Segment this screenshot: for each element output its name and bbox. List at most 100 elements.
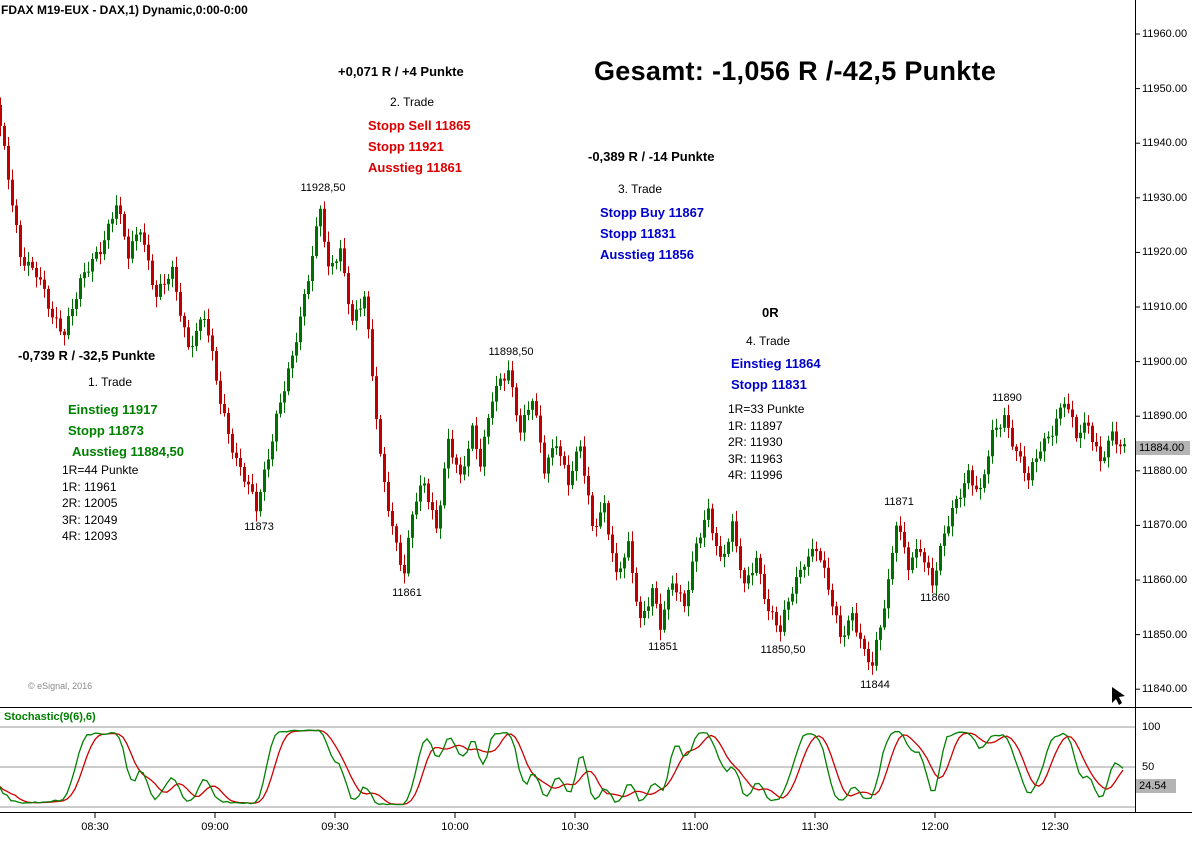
candle-body: [927, 562, 930, 568]
candle-body: [567, 464, 570, 486]
candle-body: [167, 278, 170, 285]
last-price-badge: 11884.00: [1136, 440, 1190, 455]
candle-body: [207, 319, 210, 336]
candle-body: [959, 497, 962, 499]
time-axis-label: 10:00: [441, 821, 469, 833]
candle-body: [1075, 417, 1078, 439]
candle-body: [195, 330, 198, 347]
candle-body: [763, 573, 766, 599]
candle-body: [335, 261, 338, 263]
candle-body: [759, 557, 762, 574]
candle-body: [211, 335, 214, 351]
candle-body: [483, 436, 486, 467]
candle-body: [443, 468, 446, 506]
trade1-annotation: -0,739 R / -32,5 Punkte 1. Trade Einstie…: [18, 348, 184, 545]
candle-body: [611, 534, 614, 554]
candle-body: [27, 261, 30, 266]
candle-body: [743, 570, 746, 584]
time-axis-label: 09:00: [201, 821, 229, 833]
candle-body: [775, 612, 778, 626]
candle-body: [595, 526, 598, 527]
candle-body: [599, 512, 602, 527]
candle-body: [75, 299, 78, 309]
candle-body: [107, 223, 110, 241]
candle-body: [719, 546, 722, 557]
trade4-r-line: 3R: 11963: [728, 451, 783, 466]
candle-body: [1051, 435, 1054, 437]
candle-body: [687, 590, 690, 607]
candle-body: [547, 457, 550, 474]
price-axis-tick-label: 11950.00: [1142, 82, 1188, 95]
candle-body: [311, 256, 314, 281]
time-axis[interactable]: 08:30 09:00 09:30 10:00 10:30 11:00 11:30 12:00…: [0, 813, 1135, 842]
candle-body: [1059, 407, 1062, 419]
candle-body: [707, 508, 710, 520]
price-axis-tick-label: 11930.00: [1142, 191, 1188, 204]
candle-body: [231, 433, 234, 453]
candle-body: [827, 567, 830, 590]
candle-body: [591, 495, 594, 526]
candle-body: [39, 277, 42, 280]
trade1-result: -0,739 R / -32,5 Punkte: [18, 348, 156, 363]
candle-body: [879, 627, 882, 640]
time-axis-label: 10:30: [561, 821, 589, 833]
candle-body: [679, 592, 682, 594]
candle-body: [63, 331, 66, 336]
candle-body: [803, 566, 806, 570]
candle-body: [667, 589, 670, 610]
candle-body: [899, 525, 902, 532]
candle-body: [887, 579, 890, 609]
candle-body: [695, 543, 698, 562]
candle-body: [111, 218, 114, 224]
candle-body: [71, 309, 74, 317]
candle-body: [1107, 440, 1110, 458]
candle-body: [891, 552, 894, 580]
candle-body: [699, 537, 702, 544]
trade1-r-line: 2R: 12005: [62, 496, 118, 510]
candle-body: [391, 511, 394, 527]
candle-body: [999, 427, 1002, 429]
candle-body: [571, 471, 574, 486]
candle-body: [363, 296, 366, 309]
price-axis[interactable]: 11960.00 11950.00 11940.00 11930.00 11920.00…: [1136, 0, 1192, 812]
candle-body: [807, 556, 810, 567]
stochastic-d-line: [0, 729, 1124, 806]
candle-body: [651, 588, 654, 607]
candle-body: [831, 589, 834, 607]
candle-body: [19, 225, 22, 258]
candle-body: [291, 355, 294, 369]
candle-body: [139, 232, 142, 235]
candle-body: [983, 474, 986, 488]
candle-body: [731, 521, 734, 542]
candle-body: [59, 318, 62, 332]
stochastic-k-line: [0, 729, 1124, 806]
candle-body: [31, 261, 34, 268]
trade1-r-levels: 1R=44 Punkte 1R: 11961 2R: 12005 3R: 120…: [62, 462, 184, 545]
trade1-name: 1. Trade: [88, 375, 133, 389]
candle-body: [475, 425, 478, 449]
candle-body: [43, 279, 46, 289]
candle-body: [623, 557, 626, 569]
trade3-line: Stopp Buy 11867: [600, 205, 705, 220]
candle-body: [491, 401, 494, 418]
candle-body: [819, 551, 822, 561]
candle-body: [1095, 441, 1098, 447]
time-axis-label: 11:30: [801, 821, 829, 833]
candle-body: [283, 391, 286, 403]
price-axis-tick-label: 11880.00: [1142, 464, 1188, 477]
candle-body: [67, 316, 70, 336]
candle-body: [931, 568, 934, 586]
candle-body: [411, 514, 414, 538]
candle-body: [515, 387, 518, 416]
candle-body: [351, 304, 354, 321]
candle-body: [939, 545, 942, 571]
candle-body: [783, 609, 786, 632]
candle-body: [315, 226, 318, 256]
trade4-line: Einstieg 11864: [731, 356, 821, 371]
candle-body: [307, 281, 310, 294]
candle-body: [943, 533, 946, 546]
trade1-r-line: 1R: 11961: [62, 479, 117, 494]
candle-body: [735, 521, 738, 547]
